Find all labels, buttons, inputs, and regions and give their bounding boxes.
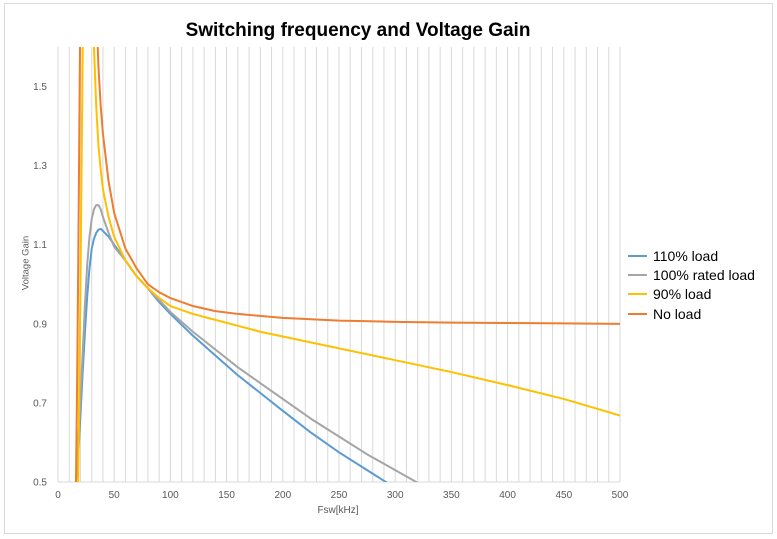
x-tick-label: 300 xyxy=(387,490,404,501)
y-tick-label: 0.5 xyxy=(33,478,47,489)
series-line-90-load xyxy=(77,47,620,482)
legend-item: 90% load xyxy=(628,285,755,304)
x-tick-label: 250 xyxy=(331,490,348,501)
y-tick-label: 0.9 xyxy=(33,319,47,330)
legend-label: 100% rated load xyxy=(653,266,755,283)
x-tick-label: 200 xyxy=(274,490,291,501)
x-axis-label: Fsw[kHz] xyxy=(317,505,359,516)
chart-title: Switching frequency and Voltage Gain xyxy=(185,20,531,41)
gridlines xyxy=(68,47,621,482)
x-tick-label: 350 xyxy=(443,490,460,501)
axes xyxy=(57,47,620,483)
y-tick-label: 1.5 xyxy=(33,82,47,93)
x-tick-label: 100 xyxy=(162,490,179,501)
x-tick-label: 450 xyxy=(555,490,572,501)
legend-label: 110% load xyxy=(653,247,719,264)
legend-swatch xyxy=(628,312,647,315)
y-tick-label: 0.7 xyxy=(33,398,47,409)
series-line-100-rated-load xyxy=(74,204,419,482)
legend-label: 90% load xyxy=(653,286,712,303)
legend-item: No load xyxy=(628,304,755,323)
legend-label: No load xyxy=(653,305,702,322)
x-tick-label: 400 xyxy=(499,490,516,501)
legend-item: 110% load xyxy=(628,246,755,265)
x-tick-label: 500 xyxy=(612,490,629,501)
legend: 110% load 100% rated load 90% load No load xyxy=(628,246,755,323)
legend-swatch xyxy=(628,293,647,296)
y-tick-label: 1.3 xyxy=(33,161,47,172)
legend-swatch xyxy=(628,254,647,257)
legend-item: 100% rated load xyxy=(628,265,755,284)
x-tick-label: 0 xyxy=(55,490,61,501)
tick-labels: 0 50 100 150 200 250 300 350 400 450 500 0.5 0.7 0.9 1… xyxy=(33,82,629,501)
y-tick-label: 1.1 xyxy=(33,240,47,251)
x-tick-label: 50 xyxy=(109,490,121,501)
x-tick-label: 150 xyxy=(218,490,235,501)
series-layer xyxy=(74,47,620,482)
series-line-no-load xyxy=(74,47,620,482)
legend-swatch xyxy=(628,273,647,276)
